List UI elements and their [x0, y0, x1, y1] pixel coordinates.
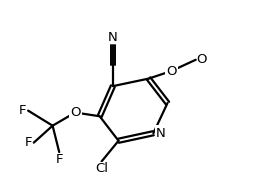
Text: O: O	[166, 65, 177, 78]
Text: N: N	[108, 31, 118, 44]
Text: O: O	[197, 53, 207, 66]
Text: Cl: Cl	[95, 162, 108, 175]
Text: F: F	[19, 104, 26, 117]
Text: O: O	[70, 106, 81, 119]
Text: F: F	[55, 153, 63, 166]
Text: F: F	[24, 136, 32, 149]
Text: N: N	[156, 127, 166, 140]
